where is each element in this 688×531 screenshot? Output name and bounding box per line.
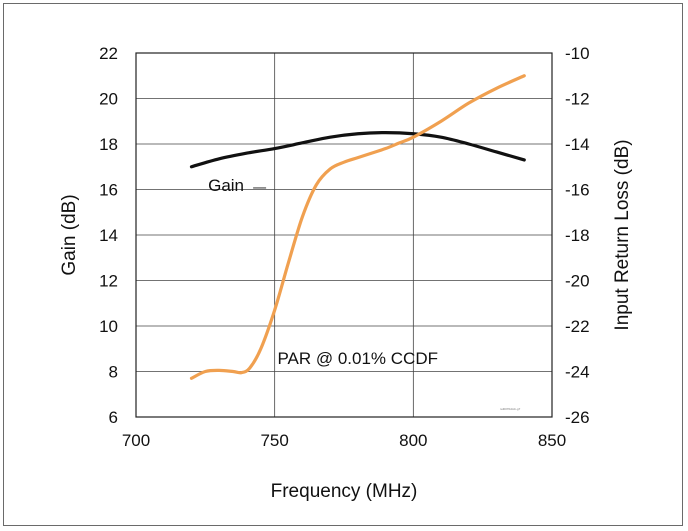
par-line bbox=[189, 74, 526, 380]
grid-lines bbox=[136, 53, 552, 417]
right-tick-label--24: -24 bbox=[565, 363, 590, 382]
left-tick-label-18: 18 bbox=[99, 135, 118, 154]
x-axis-title: Frequency (MHz) bbox=[271, 481, 418, 502]
plot-area-border bbox=[135, 52, 553, 418]
x-tick-label-800: 800 bbox=[399, 431, 427, 450]
right-tick-label--18: -18 bbox=[565, 226, 590, 245]
left-tick-label-20: 20 bbox=[99, 90, 118, 109]
right-tick-label--26: -26 bbox=[565, 408, 590, 427]
par-annotation: PAR @ 0.01% CCDF bbox=[277, 349, 438, 368]
left-tick-label-12: 12 bbox=[99, 272, 118, 291]
left-tick-label-16: 16 bbox=[99, 181, 118, 200]
right-tick-label--14: -14 bbox=[565, 135, 590, 154]
x-tick-label-700: 700 bbox=[122, 431, 150, 450]
right-tick-label--10: -10 bbox=[565, 44, 590, 63]
x-tick-label-850: 850 bbox=[538, 431, 566, 450]
left-axis-title: Gain (dB) bbox=[59, 194, 80, 275]
right-tick-label--22: -22 bbox=[565, 317, 590, 336]
left-tick-label-6: 6 bbox=[109, 408, 118, 427]
series-layer bbox=[189, 74, 526, 380]
gain-line bbox=[189, 131, 526, 169]
right-axis-title: Input Return Loss (dB) bbox=[612, 139, 633, 330]
left-tick-label-22: 22 bbox=[99, 44, 118, 63]
left-tick-label-14: 14 bbox=[99, 226, 118, 245]
figure-id-label: rel0076dmb-g7 bbox=[500, 407, 521, 411]
x-tick-label-750: 750 bbox=[260, 431, 288, 450]
right-tick-label--20: -20 bbox=[565, 272, 590, 291]
gain-annotation: Gain bbox=[208, 176, 244, 195]
chart-frame bbox=[3, 3, 683, 526]
right-tick-label--12: -12 bbox=[565, 90, 590, 109]
left-tick-label-10: 10 bbox=[99, 317, 118, 336]
left-tick-label-8: 8 bbox=[109, 363, 118, 382]
tick-labels: 700 750 800 850 6 8 10 12 14 16 18 20 22 -26 -24 -22 -20… bbox=[99, 44, 590, 450]
annotations: Gain PAR @ 0.01% CCDF rel0076dmb-g7 bbox=[208, 176, 520, 411]
right-tick-label--16: -16 bbox=[565, 181, 590, 200]
